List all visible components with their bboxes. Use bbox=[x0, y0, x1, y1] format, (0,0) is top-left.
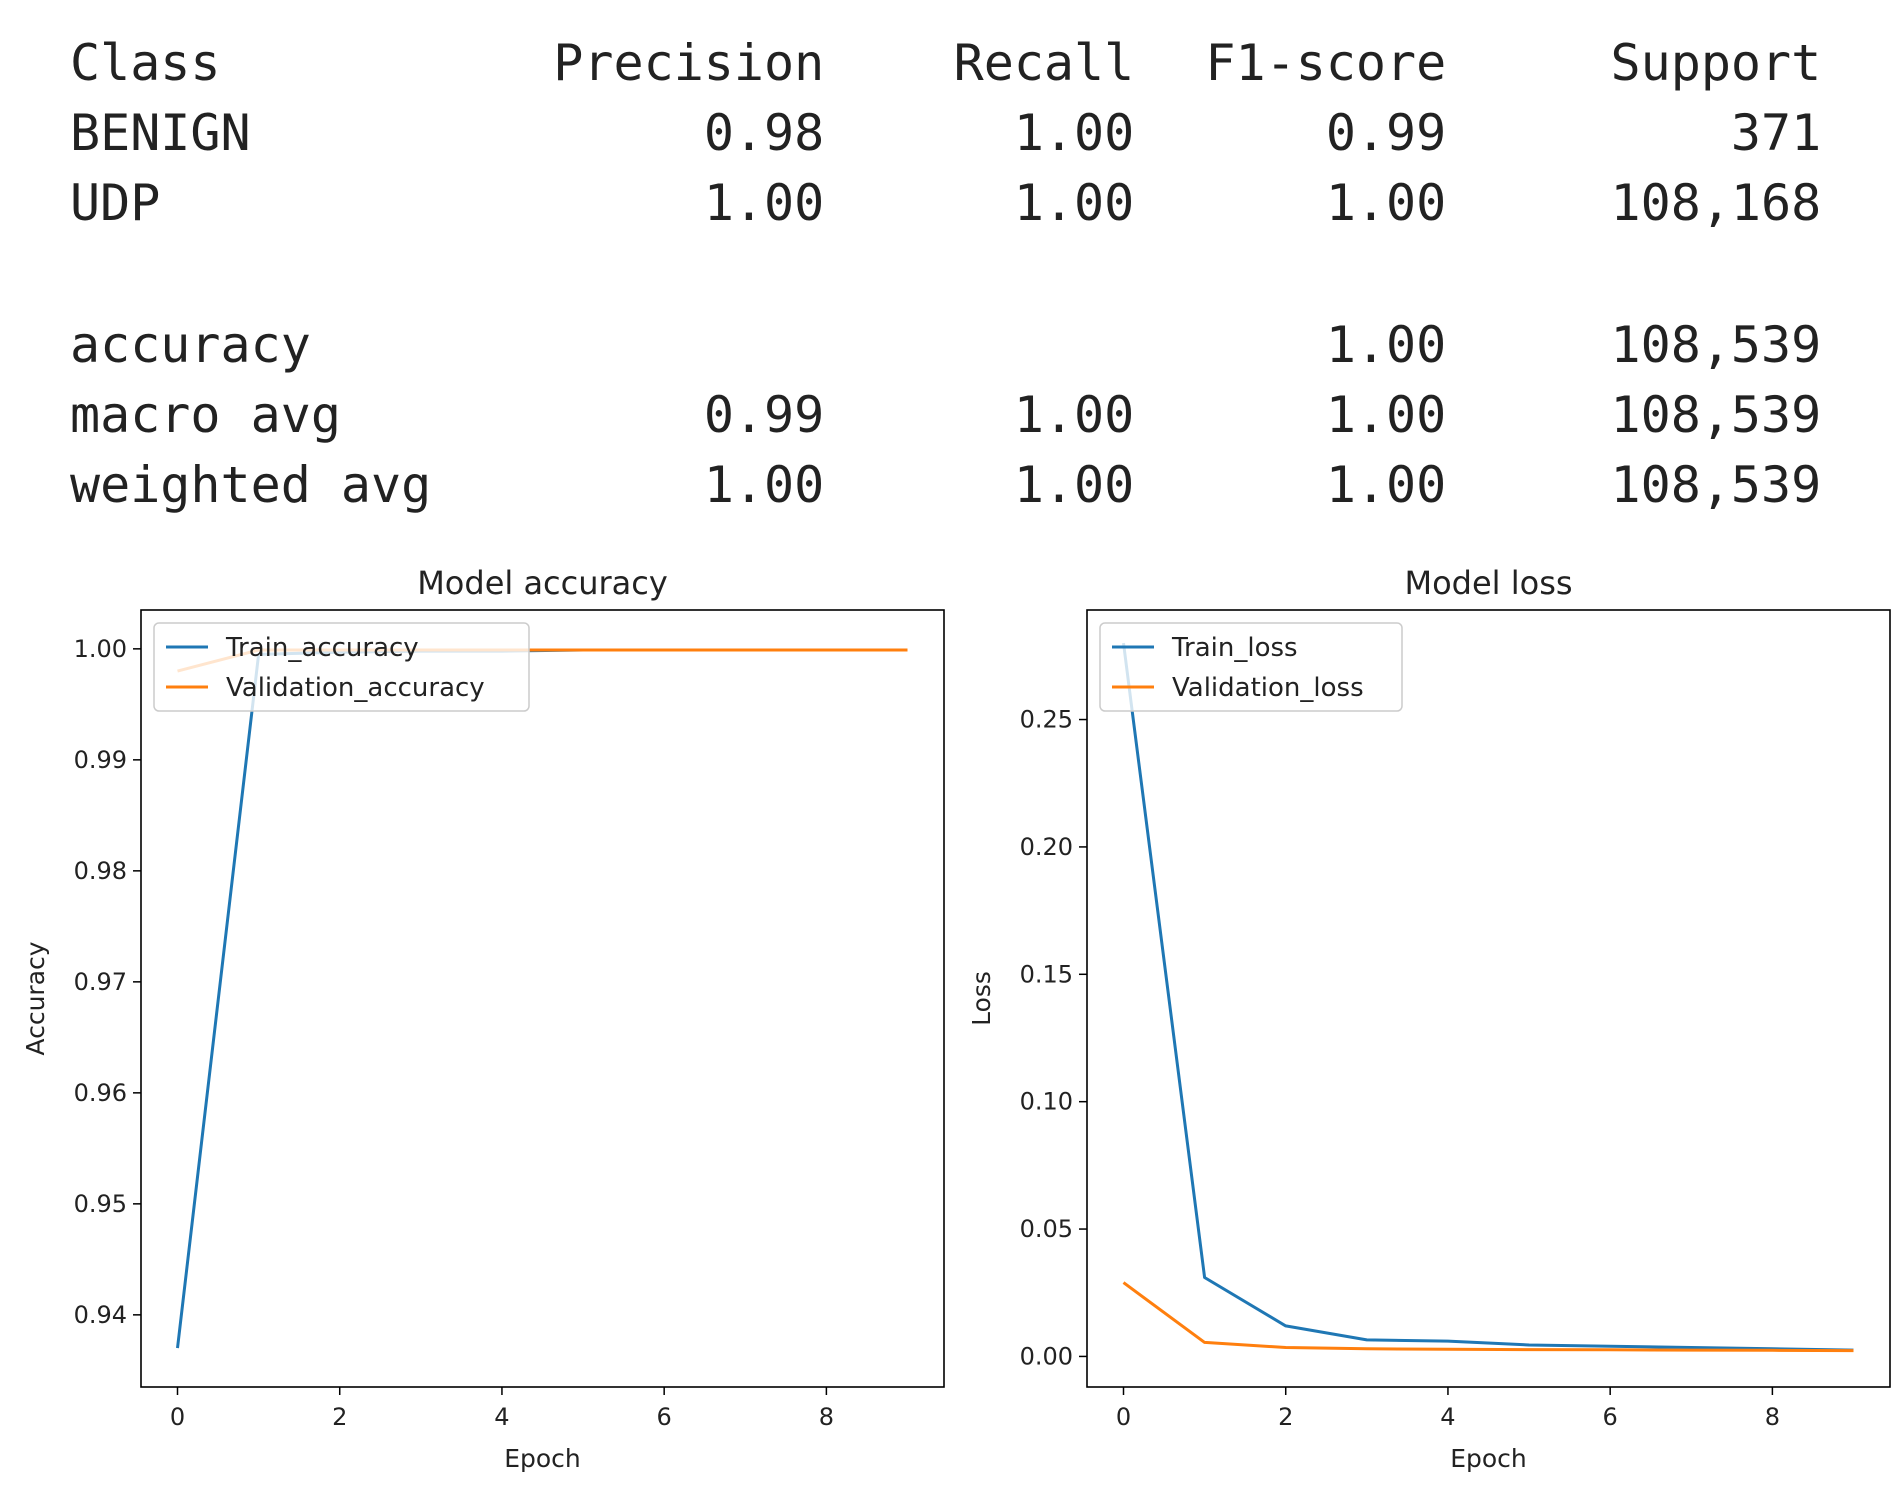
y-tick-label: 0.20 bbox=[1020, 833, 1073, 861]
legend-box bbox=[153, 622, 530, 712]
x-tick-label: 0 bbox=[1116, 1403, 1131, 1431]
y-axis-label: Loss bbox=[967, 971, 996, 1026]
cell-precision: 0.99 bbox=[703, 386, 825, 444]
report-row-benign: BENIGN 0.98 1.00 0.99 371 bbox=[70, 98, 1821, 168]
chart-accuracy: Model accuracy 0 2 4 6 8 0.94 0.95 0.96 0.97 0.98 0… bbox=[21, 564, 945, 1473]
cell-support: 108,539 bbox=[1610, 456, 1822, 514]
x-tick-label: 2 bbox=[332, 1403, 347, 1431]
cell-recall: 1.00 bbox=[1013, 456, 1135, 514]
x-tick-label: 0 bbox=[170, 1403, 185, 1431]
cell-support: 371 bbox=[1730, 104, 1822, 162]
plot-frame bbox=[140, 609, 945, 1388]
legend-box bbox=[1099, 622, 1403, 712]
cell-precision: 0.98 bbox=[703, 104, 825, 162]
y-tick-label: 0.10 bbox=[1020, 1088, 1073, 1116]
y-axis-label: Accuracy bbox=[21, 941, 50, 1055]
series-line-validation-loss bbox=[1122, 1281, 1854, 1353]
cell-precision: 1.00 bbox=[703, 174, 825, 232]
x-tick-label: 2 bbox=[1278, 1403, 1293, 1431]
y-tick-label: 0.98 bbox=[74, 857, 127, 885]
y-tick-label: 1.00 bbox=[74, 635, 127, 663]
header-class: Class bbox=[70, 34, 221, 92]
x-tick-label: 4 bbox=[494, 1403, 509, 1431]
legend-label: Train_accuracy bbox=[225, 633, 419, 663]
x-tick-label: 8 bbox=[1765, 1403, 1780, 1431]
chart-loss: Model loss 0 2 4 6 8 0.00 0.05 0.10 0.15 0.20 0.25 E… bbox=[967, 564, 1891, 1473]
y-tick-label: 0.95 bbox=[74, 1190, 127, 1218]
report-table: Class Precision Recall F1-score Support … bbox=[70, 28, 1821, 520]
legend-label: Validation_loss bbox=[1172, 673, 1364, 703]
report-header-row: Class Precision Recall F1-score Support bbox=[70, 28, 1821, 98]
legend-label: Train_loss bbox=[1171, 633, 1298, 663]
y-tick-label: 0.25 bbox=[1020, 706, 1073, 734]
legend-label: Validation_accuracy bbox=[226, 673, 485, 703]
cell-recall: 1.00 bbox=[1013, 104, 1135, 162]
report-row-weighted-avg: weighted avg 1.00 1.00 1.00 108,539 bbox=[70, 450, 1821, 520]
cell-support: 108,539 bbox=[1610, 386, 1822, 444]
series-line-train-loss bbox=[1122, 642, 1854, 1352]
x-axis-label: Epoch bbox=[504, 1444, 581, 1473]
classification-report: Class Precision Recall F1-score Support … bbox=[70, 28, 1821, 520]
cell-f1-score: 0.99 bbox=[1325, 104, 1447, 162]
x-tick-label: 8 bbox=[819, 1403, 834, 1431]
cell-class: weighted avg bbox=[70, 456, 432, 514]
report-row-macro-avg: macro avg 0.99 1.00 1.00 108,539 bbox=[70, 380, 1821, 450]
x-tick-label: 6 bbox=[1603, 1403, 1618, 1431]
chart-title: Model accuracy bbox=[417, 564, 668, 602]
cell-f1-score: 1.00 bbox=[1325, 174, 1447, 232]
x-tick-label: 6 bbox=[657, 1403, 672, 1431]
plot-frame bbox=[1086, 609, 1891, 1388]
y-tick-label: 0.15 bbox=[1020, 960, 1073, 988]
cell-f1-score: 1.00 bbox=[1325, 386, 1447, 444]
x-axis-label: Epoch bbox=[1450, 1444, 1527, 1473]
chart-title: Model loss bbox=[1404, 564, 1572, 602]
cell-class: UDP bbox=[70, 174, 161, 232]
header-support: Support bbox=[1610, 34, 1822, 92]
legend: Train_accuracy Validation_accuracy bbox=[153, 622, 530, 712]
header-recall: Recall bbox=[953, 34, 1135, 92]
y-tick-label: 0.97 bbox=[74, 968, 127, 996]
header-f1-score: F1-score bbox=[1205, 34, 1447, 92]
y-tick-label: 0.99 bbox=[74, 746, 127, 774]
cell-class: accuracy bbox=[70, 316, 311, 374]
header-precision: Precision bbox=[553, 34, 825, 92]
cell-precision: 1.00 bbox=[703, 456, 825, 514]
cell-f1-score: 1.00 bbox=[1325, 456, 1447, 514]
legend: Train_loss Validation_loss bbox=[1099, 622, 1403, 712]
y-tick-label: 0.05 bbox=[1020, 1215, 1073, 1243]
report-row-accuracy: accuracy 1.00 108,539 bbox=[70, 310, 1821, 380]
cell-class: macro avg bbox=[70, 386, 341, 444]
y-tick-label: 0.96 bbox=[74, 1079, 127, 1107]
cell-f1-score: 1.00 bbox=[1325, 316, 1447, 374]
cell-support: 108,539 bbox=[1610, 316, 1822, 374]
cell-support: 108,168 bbox=[1610, 174, 1822, 232]
cell-recall: 1.00 bbox=[1013, 386, 1135, 444]
report-row-udp: UDP 1.00 1.00 1.00 108,168 bbox=[70, 168, 1821, 238]
y-tick-label: 0.94 bbox=[74, 1301, 127, 1329]
x-tick-label: 4 bbox=[1440, 1403, 1455, 1431]
series-line-train-accuracy bbox=[176, 648, 908, 1349]
cell-class: BENIGN bbox=[70, 104, 251, 162]
cell-recall: 1.00 bbox=[1013, 174, 1135, 232]
y-tick-label: 0.00 bbox=[1020, 1342, 1073, 1370]
